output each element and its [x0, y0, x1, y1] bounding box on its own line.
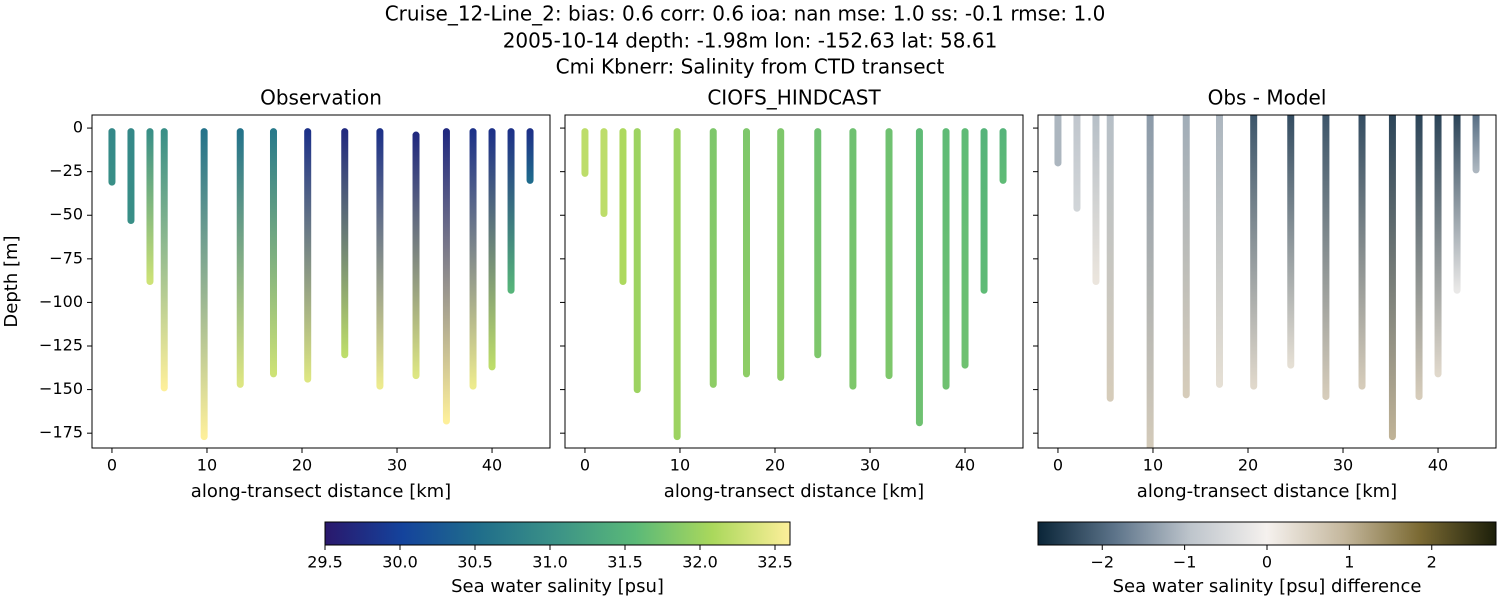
y-tick-label: 0: [73, 118, 83, 137]
x-tick-label: 0: [580, 456, 590, 475]
colorbar: [1037, 521, 1497, 546]
y-tick-label: −100: [39, 292, 83, 311]
colorbar-tick-label: 31.0: [532, 553, 568, 572]
x-tick-label: 20: [292, 456, 312, 475]
colorbar-tick-label: 2: [1427, 553, 1437, 572]
x-tick-label: 10: [670, 456, 690, 475]
colorbar-tick-label: 32.0: [682, 553, 718, 572]
colorbar-tick-label: −2: [1090, 553, 1114, 572]
colorbar-tick-label: 32.5: [757, 553, 793, 572]
panel-title: Obs - Model: [1208, 86, 1327, 110]
x-tick-label: 40: [482, 456, 502, 475]
colorbar: [324, 521, 791, 546]
stations: [108, 128, 534, 441]
colorbar-tick-label: 31.5: [607, 553, 643, 572]
x-tick-label: 10: [1143, 456, 1163, 475]
x-tick-label: 20: [765, 456, 785, 475]
x-tick-label: 0: [1053, 456, 1063, 475]
colorbar-tick-label: 29.5: [307, 553, 343, 572]
y-tick-label: −50: [49, 205, 83, 224]
x-tick-label: 40: [1428, 456, 1448, 475]
x-tick-label: 30: [387, 456, 407, 475]
stations: [1054, 115, 1480, 448]
y-tick-label: −125: [39, 336, 83, 355]
x-tick-label: 40: [955, 456, 975, 475]
colorbar-tick-label: 0: [1262, 553, 1272, 572]
y-tick-label: −75: [49, 248, 83, 267]
stations: [581, 128, 1007, 441]
colorbar-tick-label: 30.5: [457, 553, 493, 572]
panel-title: Observation: [260, 86, 382, 110]
suptitle: Cruise_12-Line_2: bias: 0.6 corr: 0.6 io…: [385, 2, 1106, 26]
y-tick-label: −150: [39, 379, 83, 398]
axes-frame: [91, 114, 551, 449]
x-axis-label: along-transect distance [km]: [1137, 481, 1397, 502]
axes-frame: [564, 114, 1024, 449]
x-tick-label: 0: [107, 456, 117, 475]
x-axis-label: along-transect distance [km]: [191, 481, 451, 502]
suptitle: 2005-10-14 depth: -1.98m lon: -152.63 la…: [503, 29, 998, 53]
x-tick-label: 30: [860, 456, 880, 475]
x-tick-label: 20: [1238, 456, 1258, 475]
panel-title: CIOFS_HINDCAST: [707, 86, 881, 110]
y-tick-label: −25: [49, 161, 83, 180]
x-tick-label: 10: [197, 456, 217, 475]
colorbar-tick-label: −1: [1173, 553, 1197, 572]
x-axis-label: along-transect distance [km]: [664, 481, 924, 502]
y-axis-label: Depth [m]: [1, 235, 22, 327]
axes-frame: [1037, 114, 1497, 449]
x-tick-label: 30: [1333, 456, 1353, 475]
colorbar-tick-label: 30.0: [382, 553, 418, 572]
colorbar-label: Sea water salinity [psu]: [451, 576, 664, 597]
colorbar-tick-label: 1: [1344, 553, 1354, 572]
y-tick-label: −175: [39, 423, 83, 442]
suptitle: Cmi Kbnerr: Salinity from CTD transect: [556, 55, 945, 79]
colorbar-label: Sea water salinity [psu] difference: [1113, 576, 1422, 597]
